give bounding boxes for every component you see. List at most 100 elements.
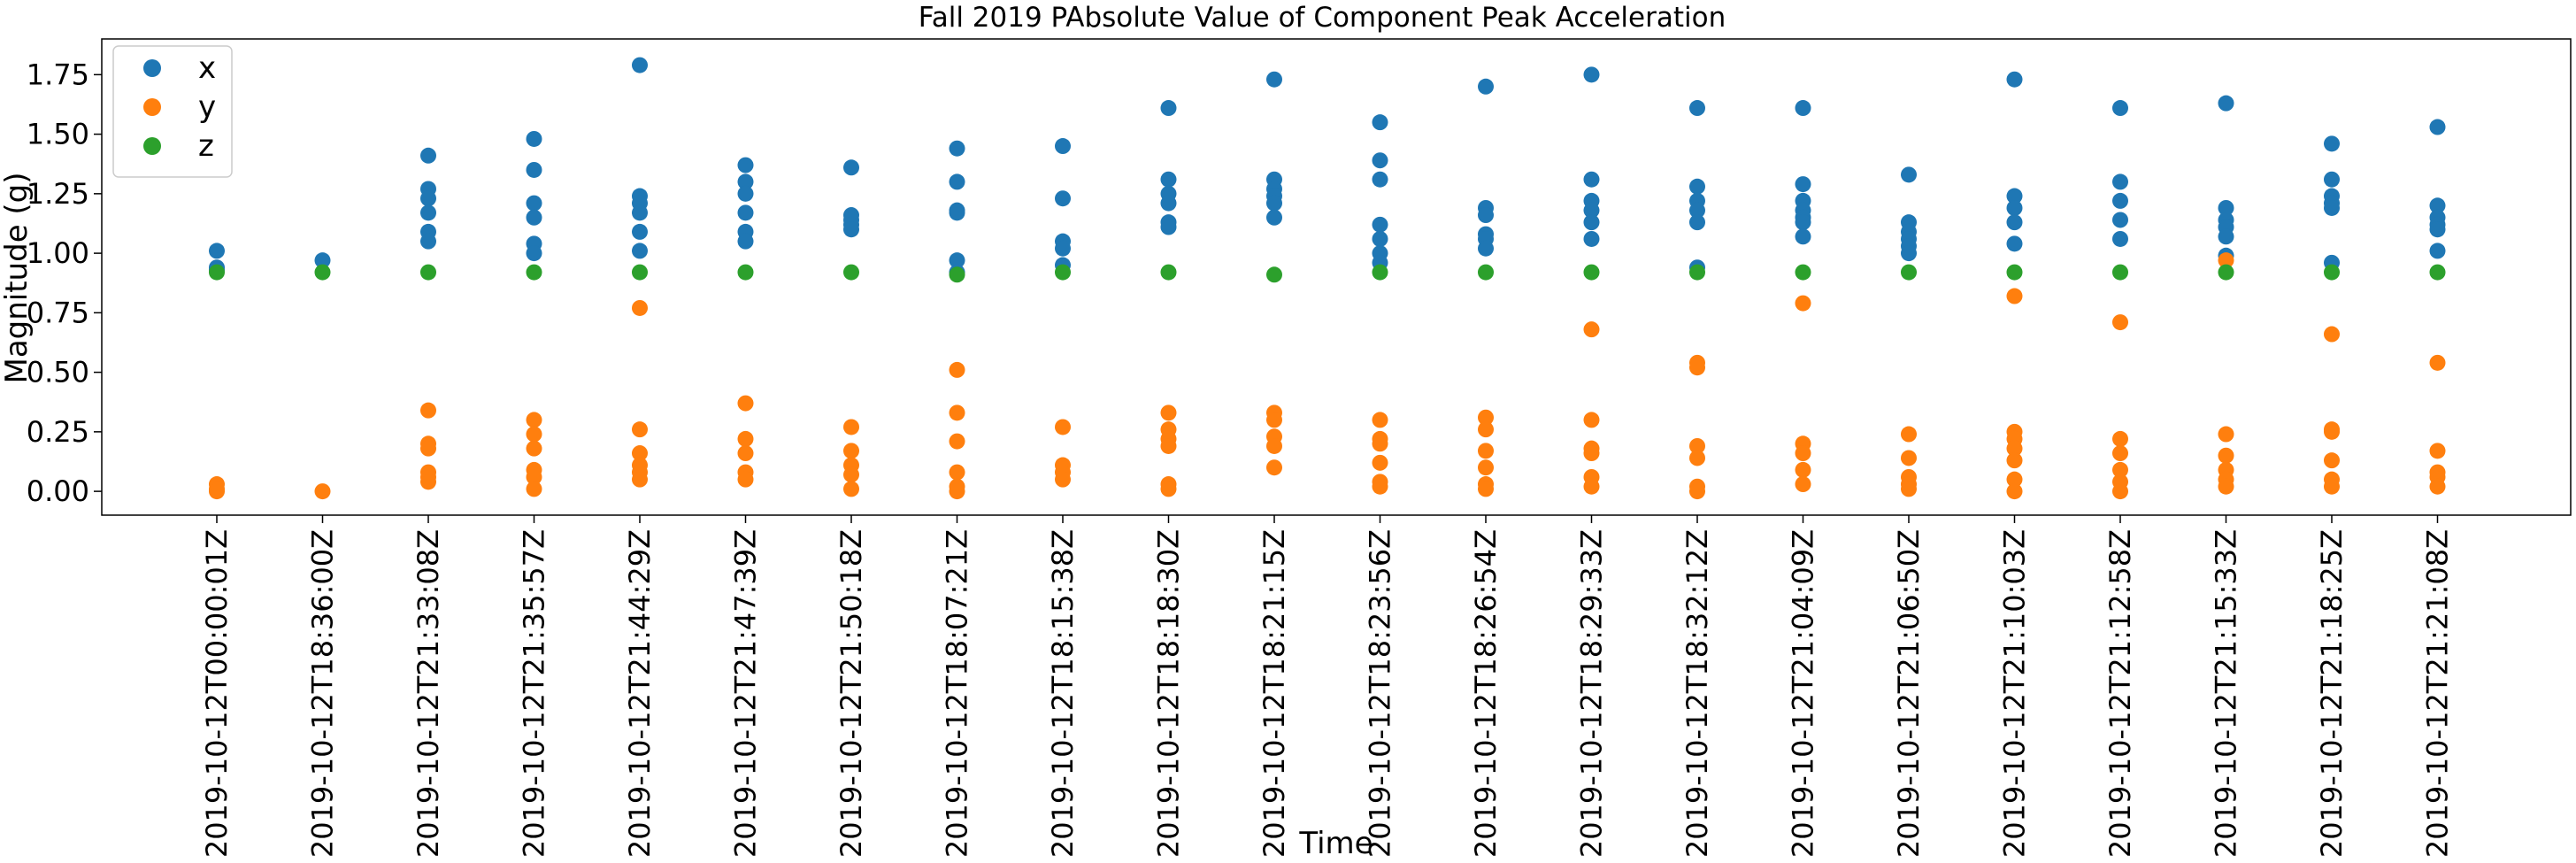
point-y: [2006, 440, 2023, 457]
point-y: [2324, 478, 2340, 495]
legend-marker-y: [143, 98, 161, 116]
point-x: [737, 157, 754, 173]
point-x: [1372, 171, 1388, 188]
point-x: [2218, 228, 2234, 245]
point-z: [843, 264, 859, 281]
point-x: [2006, 199, 2023, 216]
legend-frame: [112, 45, 233, 178]
point-y: [2006, 483, 2023, 500]
x-tick-label: 2019-10-12T21:35:57Z: [518, 529, 551, 858]
point-y: [1372, 412, 1388, 428]
point-x: [1055, 240, 1071, 257]
point-x: [2218, 95, 2234, 112]
point-x: [737, 233, 754, 250]
point-x: [2429, 221, 2446, 238]
point-x: [314, 252, 331, 269]
point-y: [949, 433, 965, 450]
point-x: [1583, 230, 1600, 247]
point-x: [2324, 135, 2340, 152]
point-x: [2112, 230, 2128, 247]
point-y: [2429, 354, 2446, 371]
point-y: [2218, 478, 2234, 495]
point-y: [737, 445, 754, 462]
point-z: [2006, 264, 2023, 281]
point-y: [526, 426, 542, 443]
y-tick-label: 0.00: [27, 474, 89, 508]
point-x: [420, 190, 436, 207]
point-y: [526, 481, 542, 497]
point-z: [314, 264, 331, 281]
point-x: [209, 243, 225, 259]
point-x: [1901, 166, 1917, 183]
x-tick-label: 2019-10-12T18:23:56Z: [1364, 529, 1397, 858]
point-x: [2429, 243, 2446, 259]
point-x: [737, 204, 754, 221]
point-y: [420, 402, 436, 419]
point-x: [2218, 199, 2234, 216]
point-y: [949, 405, 965, 421]
point-x: [949, 140, 965, 157]
point-x: [737, 173, 754, 190]
point-z: [632, 264, 648, 281]
point-z: [526, 264, 542, 281]
point-x: [526, 195, 542, 212]
point-x: [2112, 173, 2128, 190]
point-y: [209, 483, 225, 500]
point-y: [314, 483, 331, 500]
point-x: [1266, 71, 1282, 88]
point-x: [1689, 202, 1705, 219]
point-x: [2429, 119, 2446, 135]
point-y: [737, 430, 754, 447]
point-x: [1689, 214, 1705, 231]
x-tick-label: 2019-10-12T18:15:38Z: [1046, 529, 1080, 858]
point-y: [1583, 478, 1600, 495]
point-x: [2112, 212, 2128, 228]
x-tick-label: 2019-10-12T21:06:50Z: [1892, 529, 1926, 858]
point-x: [632, 204, 648, 221]
point-y: [2218, 426, 2234, 443]
legend-marker-z: [143, 137, 161, 155]
point-y: [2218, 252, 2234, 269]
point-x: [949, 252, 965, 269]
point-x: [1795, 214, 1811, 231]
point-y: [949, 483, 965, 500]
y-axis-label: Magnitude (g): [0, 172, 35, 383]
point-x: [526, 209, 542, 226]
point-y: [2112, 461, 2128, 478]
chart-title: Fall 2019 PAbsolute Value of Component P…: [919, 2, 1726, 34]
point-y: [632, 471, 648, 488]
point-y: [1478, 443, 1494, 459]
x-tick-label: 2019-10-12T18:36:00Z: [306, 529, 340, 858]
point-x: [1583, 202, 1600, 219]
point-x: [1160, 195, 1177, 212]
point-x: [1372, 152, 1388, 169]
x-tick-label: 2019-10-12T18:26:54Z: [1469, 529, 1503, 858]
point-x: [1689, 100, 1705, 117]
point-x: [1583, 214, 1600, 231]
point-y: [2324, 326, 2340, 343]
point-z: [1160, 264, 1177, 281]
point-y: [632, 445, 648, 462]
point-z: [1478, 264, 1494, 281]
point-x: [420, 204, 436, 221]
point-z: [420, 264, 436, 281]
point-x: [1372, 216, 1388, 233]
x-tick-label: 2019-10-12T18:21:15Z: [1257, 529, 1291, 858]
point-z: [1372, 264, 1388, 281]
point-y: [1372, 478, 1388, 495]
point-y: [632, 421, 648, 438]
y-tick-label: 1.50: [27, 118, 89, 151]
point-y: [2112, 430, 2128, 447]
point-x: [1160, 100, 1177, 117]
point-y: [1795, 445, 1811, 462]
point-y: [2006, 471, 2023, 488]
point-x: [1266, 195, 1282, 212]
point-x: [2429, 197, 2446, 214]
point-y: [1372, 454, 1388, 471]
legend-label-x: x: [198, 50, 216, 86]
point-x: [949, 204, 965, 221]
legend-label-y: y: [198, 89, 216, 125]
x-tick-label: 2019-10-12T21:33:08Z: [411, 529, 445, 858]
point-y: [1478, 409, 1494, 426]
